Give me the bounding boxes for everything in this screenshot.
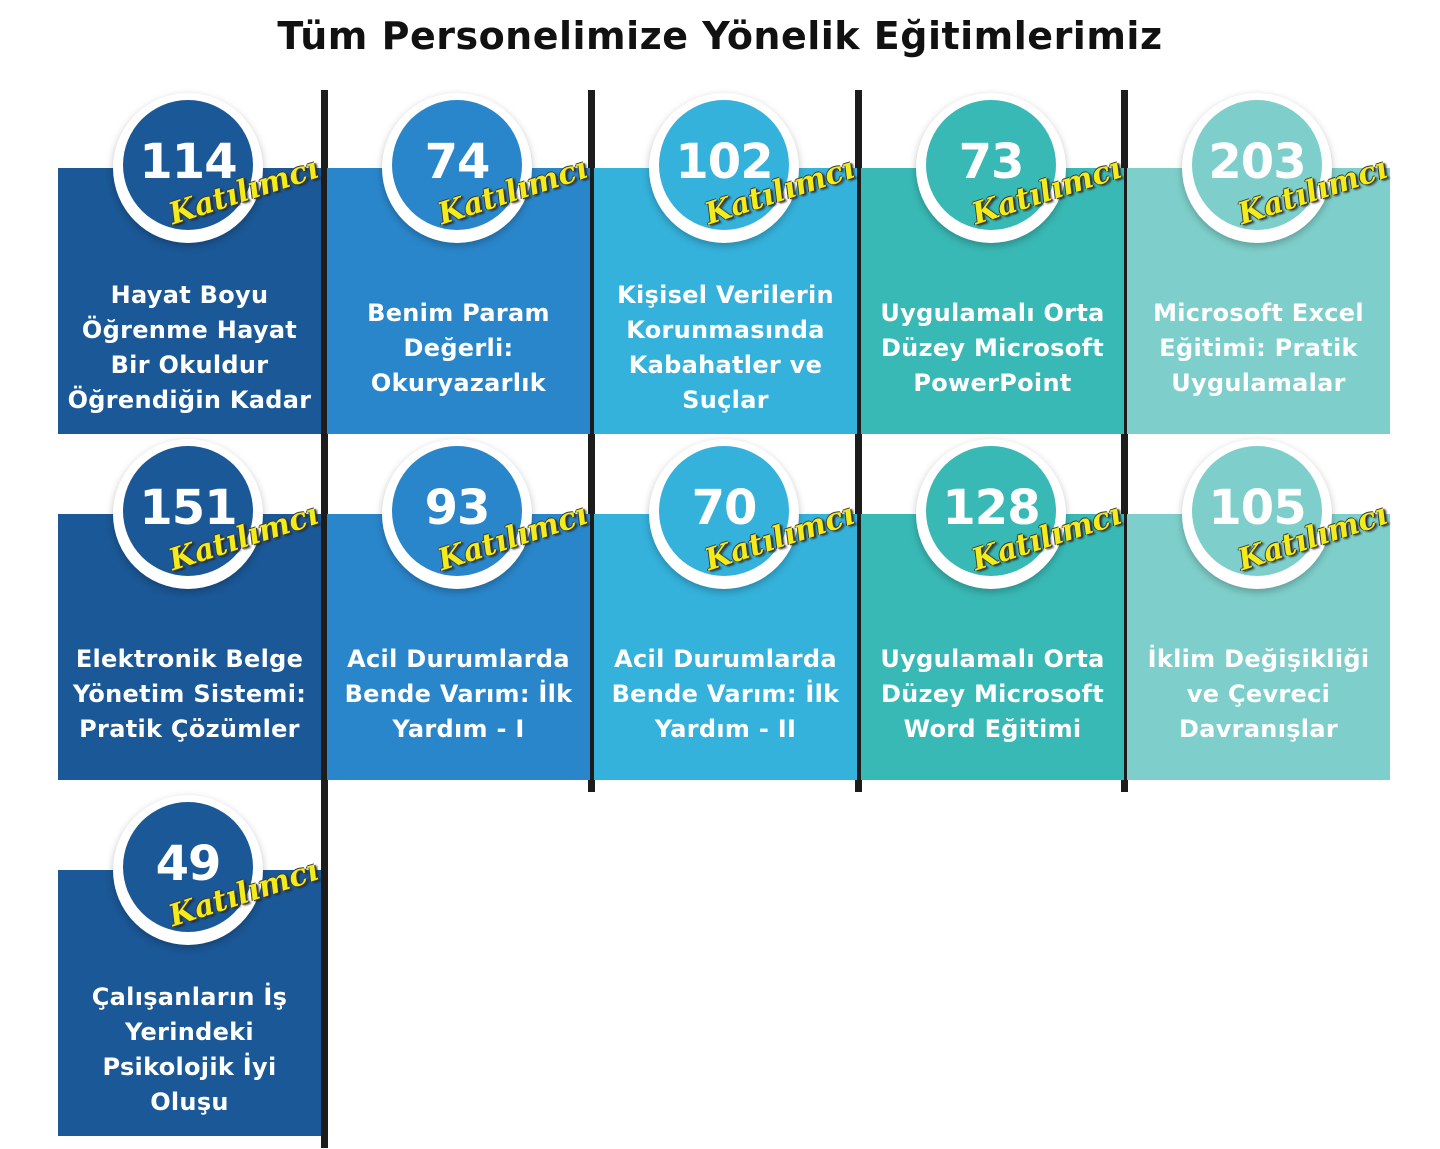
participant-badge: 70: [649, 439, 799, 589]
training-title: Hayat Boyu Öğrenme Hayat Bir Okuldur Öğr…: [67, 281, 312, 414]
training-title: Benim Param Değerli: Okuryazarlık: [367, 298, 550, 397]
training-card: 49 Katılımcı Çalışanların İş Yerindeki P…: [58, 792, 323, 1148]
participant-badge: 203: [1182, 93, 1332, 243]
participant-badge: 105: [1182, 439, 1332, 589]
divider: [1121, 90, 1128, 792]
training-card: 70 Katılımcı Acil Durumlarda Bende Varım…: [594, 436, 859, 792]
participant-count: 73: [958, 134, 1025, 190]
participant-badge: 73: [916, 93, 1066, 243]
participant-count: 114: [139, 134, 237, 190]
training-card: 93 Katılımcı Acil Durumlarda Bende Varım…: [327, 436, 592, 792]
training-card: 74 Katılımcı Benim Param Değerli: Okurya…: [327, 90, 592, 446]
training-card: 102 Katılımcı Kişisel Verilerin Korunmas…: [594, 90, 859, 446]
training-title: Uygulamalı Orta Düzey Microsoft Word Eği…: [880, 644, 1105, 743]
participant-count: 49: [155, 836, 222, 892]
training-title: Microsoft Excel Eğitimi: Pratik Uygulama…: [1153, 298, 1364, 397]
training-card: 203 Katılımcı Microsoft Excel Eğitimi: P…: [1127, 90, 1392, 446]
training-title: Çalışanların İş Yerindeki Psikolojik İyi…: [91, 983, 288, 1116]
training-title: Kişisel Verilerin Korunmasında Kabahatle…: [617, 281, 834, 414]
training-card: 73 Katılımcı Uygulamalı Orta Düzey Micro…: [861, 90, 1126, 446]
participant-badge: 128: [916, 439, 1066, 589]
participant-count: 105: [1208, 480, 1306, 536]
participant-badge: 114: [113, 93, 263, 243]
participant-badge: 74: [382, 93, 532, 243]
training-card: 128 Katılımcı Uygulamalı Orta Düzey Micr…: [861, 436, 1126, 792]
participant-count: 151: [139, 480, 237, 536]
participant-count: 102: [675, 134, 773, 190]
training-card: 105 Katılımcı İklim Değişikliği ve Çevre…: [1127, 436, 1392, 792]
training-title: İklim Değişikliği ve Çevreci Davranışlar: [1147, 644, 1370, 743]
training-title: Acil Durumlarda Bende Varım: İlk Yardım …: [611, 644, 840, 743]
training-title: Uygulamalı Orta Düzey Microsoft PowerPoi…: [880, 298, 1105, 397]
page-title: Tüm Personelimize Yönelik Eğitimlerimiz: [277, 14, 1163, 58]
divider: [321, 90, 328, 1148]
divider: [588, 90, 595, 792]
divider: [855, 90, 862, 792]
training-title: Acil Durumlarda Bende Varım: İlk Yardım …: [344, 644, 573, 743]
participant-count: 74: [424, 134, 491, 190]
participant-badge: 151: [113, 439, 263, 589]
participant-count: 70: [691, 480, 758, 536]
participant-badge: 102: [649, 93, 799, 243]
training-card: 114 Katılımcı Hayat Boyu Öğrenme Hayat B…: [58, 90, 323, 446]
training-title: Elektronik Belge Yönetim Sistemi: Pratik…: [72, 644, 307, 743]
participant-badge: 93: [382, 439, 532, 589]
participant-count: 93: [424, 480, 491, 536]
participant-count: 203: [1208, 134, 1306, 190]
participant-badge: 49: [113, 795, 263, 945]
training-card: 151 Katılımcı Elektronik Belge Yönetim S…: [58, 436, 323, 792]
participant-count: 128: [942, 480, 1040, 536]
